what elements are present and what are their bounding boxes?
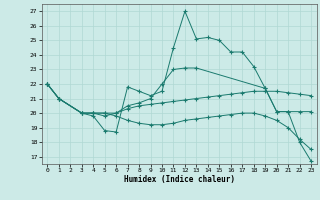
X-axis label: Humidex (Indice chaleur): Humidex (Indice chaleur) (124, 175, 235, 184)
